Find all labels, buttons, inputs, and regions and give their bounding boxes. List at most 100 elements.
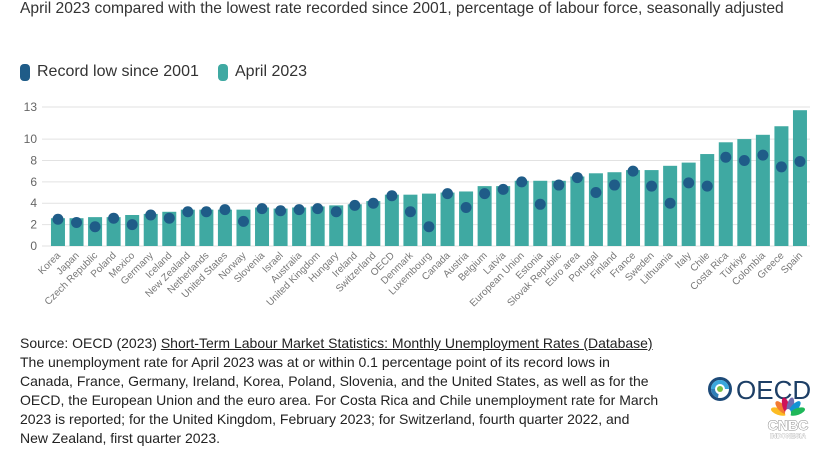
bar-united-kingdom [310, 206, 325, 246]
legend-item-april-2023[interactable]: April 2023 [218, 62, 307, 82]
chart-title: April 2023 compared with the lowest rate… [20, 0, 784, 17]
record-low-dot-euro-area [571, 172, 583, 184]
record-low-dot-austria [460, 202, 472, 214]
bar-australia [292, 207, 307, 246]
record-low-dot-france [627, 165, 639, 177]
record-low-dot-italy [683, 177, 695, 189]
bar-latvia [496, 186, 511, 246]
note-line: New Zealand, first quarter 2023. [20, 430, 220, 446]
bar-austria [459, 191, 474, 246]
bar-finland [607, 172, 622, 246]
bar-slovak-republic [551, 180, 566, 246]
record-low-dot-united-kingdom [312, 203, 324, 215]
bar-korea [50, 218, 65, 246]
record-low-dot-japan [71, 216, 83, 228]
legend-item-record-low[interactable]: Record low since 2001 [20, 62, 199, 82]
x-tick-label-spain: Spain [779, 250, 805, 276]
y-tick-label-4: 4 [30, 196, 37, 210]
record-low-dot-israel [275, 205, 287, 217]
bar-oecd [384, 194, 399, 246]
bar-italy [681, 162, 696, 246]
legend-marker-record-low [20, 63, 30, 81]
bar-euro-area [570, 176, 585, 246]
record-low-dot-slovenia [256, 203, 268, 215]
record-low-dot-norway [237, 215, 249, 227]
record-low-dot-netherlands [200, 206, 212, 218]
record-low-dot-portugal [590, 187, 602, 199]
bar-spain [792, 110, 807, 246]
dots-record-low [52, 149, 806, 233]
y-tick-label-2: 2 [30, 218, 37, 232]
legend-marker-april-2023 [218, 63, 228, 81]
bar-colombia [755, 134, 770, 246]
bar-costa-rica [718, 142, 733, 246]
bar-germany [143, 213, 158, 246]
bar-european-union [514, 180, 529, 246]
cnbc-logo-subtext: INDONESIA [770, 433, 806, 440]
y-tick-label-8: 8 [30, 153, 37, 167]
oecd-globe-icon [708, 377, 732, 401]
bar-luxembourg [421, 193, 436, 246]
bar-belgium [477, 186, 492, 246]
note-line: The unemployment rate for April 2023 was… [20, 354, 610, 370]
bar-estonia [533, 180, 548, 246]
note-line: 2023 is reported; for the United Kingdom… [20, 411, 630, 427]
y-tick-label-6: 6 [30, 175, 37, 189]
record-low-dot-lithuania [664, 197, 676, 209]
bar-turkiye [737, 139, 752, 246]
cnbc-indonesia-watermark: CNBC INDONESIA [767, 397, 809, 440]
y-tick-label-13: 13 [24, 100, 38, 114]
bar-united-states [217, 209, 232, 246]
record-low-dot-ireland [349, 199, 361, 211]
record-low-dot-colombia [757, 149, 769, 161]
bar-france [626, 170, 641, 246]
bar-netherlands [199, 209, 214, 246]
legend-label-april-2023: April 2023 [235, 63, 308, 80]
record-low-dot-costa-rica [720, 151, 732, 163]
record-low-dot-sweden [646, 180, 658, 192]
source-line: Source: OECD (2023) Short-Term Labour Ma… [20, 334, 658, 353]
footer: Source: OECD (2023) Short-Term Labour Ma… [20, 334, 658, 448]
record-low-dot-european-union [516, 176, 528, 188]
record-low-dot-slovak-republic [553, 179, 565, 191]
record-low-dot-united-states [219, 204, 231, 216]
record-low-dot-spain [794, 156, 806, 168]
record-low-dot-australia [293, 204, 305, 216]
cnbc-logo-text: CNBC [768, 417, 808, 433]
bar-canada [440, 192, 455, 246]
bar-switzerland [366, 201, 381, 246]
record-low-dot-turkiye [738, 154, 750, 166]
record-low-dot-hungary [330, 206, 342, 218]
record-low-dot-germany [145, 209, 157, 221]
record-low-dot-belgium [479, 188, 491, 200]
note-line: OECD, the European Union and the euro ar… [20, 392, 659, 408]
oecd-logo: OECD [708, 375, 811, 404]
oecd-logo-text: OECD [736, 375, 811, 404]
cnbc-peacock-icon [770, 397, 806, 417]
bar-denmark [403, 194, 418, 246]
bar-greece [774, 126, 789, 246]
bar-slovenia [255, 207, 270, 246]
record-low-dot-canada [442, 188, 454, 200]
bar-portugal [588, 173, 603, 246]
record-low-dot-luxembourg [423, 221, 435, 233]
record-low-dot-czech-republic [89, 221, 101, 233]
record-low-dot-new-zealand [182, 206, 194, 218]
source-database-link[interactable]: Short-Term Labour Market Statistics: Mon… [160, 335, 653, 351]
y-tick-label-0: 0 [30, 239, 37, 253]
record-low-dot-poland [108, 212, 120, 224]
record-low-dot-mexico [126, 219, 138, 231]
record-low-dot-korea [52, 213, 64, 225]
bar-chile [700, 154, 715, 246]
bar-new-zealand [180, 209, 195, 246]
source-prefix: Source: OECD (2023) [20, 335, 161, 351]
y-tick-label-10: 10 [24, 132, 38, 146]
bar-israel [273, 208, 288, 246]
record-low-dot-oecd [386, 190, 398, 202]
bar-ireland [347, 204, 362, 246]
record-low-dot-switzerland [367, 197, 379, 209]
record-low-dot-greece [775, 161, 787, 173]
record-low-dot-iceland [163, 212, 175, 224]
